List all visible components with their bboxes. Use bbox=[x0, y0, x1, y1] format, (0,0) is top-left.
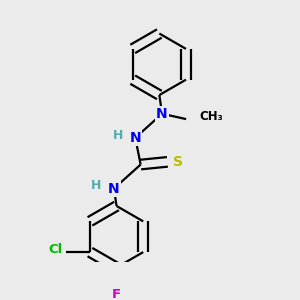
Text: N: N bbox=[108, 182, 120, 196]
Text: H: H bbox=[113, 129, 123, 142]
Text: H: H bbox=[91, 179, 102, 192]
Text: CH₃: CH₃ bbox=[200, 110, 223, 123]
Text: Cl: Cl bbox=[48, 243, 62, 256]
Text: S: S bbox=[173, 155, 183, 169]
Text: F: F bbox=[112, 288, 121, 300]
Text: N: N bbox=[130, 131, 141, 145]
Text: N: N bbox=[156, 107, 168, 121]
